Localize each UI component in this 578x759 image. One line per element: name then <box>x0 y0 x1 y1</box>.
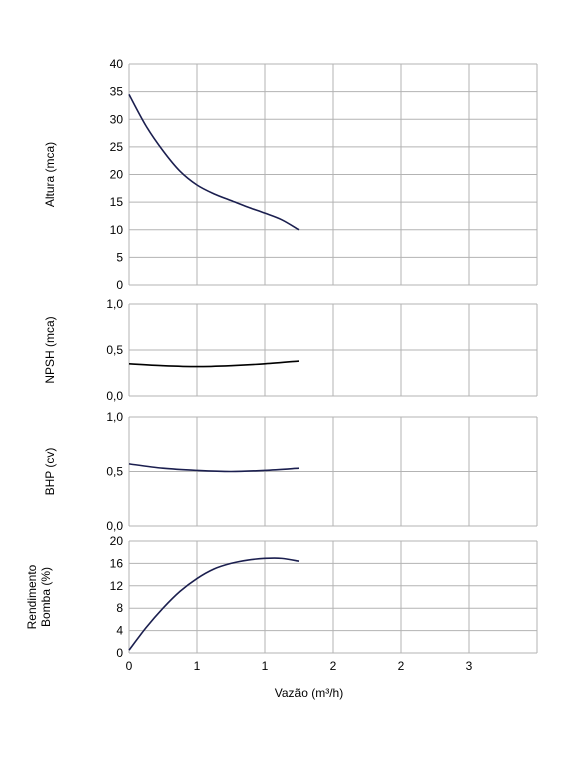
panel-4-y-tick-label: 0 <box>116 646 123 660</box>
panel-1-y-tick-label: 15 <box>110 195 124 209</box>
panel-3-series-line-1 <box>128 463 300 473</box>
panel-3-y-tick-label: 0,0 <box>106 519 123 533</box>
panel-1-y-tick-label: 25 <box>110 140 124 154</box>
x-tick-label: 1 <box>194 659 201 673</box>
panel-3-y-tick-label: 0,5 <box>106 465 123 479</box>
x-tick-label: 2 <box>330 659 337 673</box>
panel-4-y-tick-label: 4 <box>116 624 123 638</box>
panel-2-y-tick-label: 1,0 <box>106 297 123 311</box>
panel-2-y-tick-label: 0,5 <box>106 343 123 357</box>
x-tick-label: 3 <box>466 659 473 673</box>
panel-1-y-tick-label: 5 <box>116 250 123 264</box>
panel-4-series-line-1 <box>128 557 300 651</box>
panel-2-y-axis-title: NPSH (mca) <box>43 316 57 383</box>
panel-4-y-tick-label: 20 <box>110 534 124 548</box>
panel-1-y-tick-label: 0 <box>116 278 123 292</box>
panel-4-y-axis-title: Rendimento <box>25 564 39 629</box>
panel-1-y-tick-label: 10 <box>110 223 124 237</box>
panel-3-y-tick-label: 1,0 <box>106 410 123 424</box>
panel-1-y-axis-title: Altura (mca) <box>43 142 57 207</box>
panel-1-y-tick-label: 20 <box>110 168 124 182</box>
x-tick-label: 1 <box>262 659 269 673</box>
panel-4-y-tick-label: 16 <box>110 556 124 570</box>
panel-2-series-line-1 <box>128 360 300 368</box>
x-tick-label: 0 <box>126 659 133 673</box>
panel-1-y-tick-label: 35 <box>110 85 124 99</box>
panel-4-y-axis-title: Bomba (%) <box>39 567 53 627</box>
panel-3-y-axis-title: BHP (cv) <box>43 448 57 496</box>
panel-1-y-tick-label: 40 <box>110 57 124 71</box>
panel-1-y-tick-label: 30 <box>110 112 124 126</box>
panel-4-y-tick-label: 12 <box>110 579 124 593</box>
panel-4-y-tick-label: 8 <box>116 601 123 615</box>
x-tick-label: 2 <box>398 659 405 673</box>
panel-2-y-tick-label: 0,0 <box>106 389 123 403</box>
x-axis-title: Vazão (m³/h) <box>275 686 343 700</box>
panel-1-series-line-1 <box>128 94 300 231</box>
